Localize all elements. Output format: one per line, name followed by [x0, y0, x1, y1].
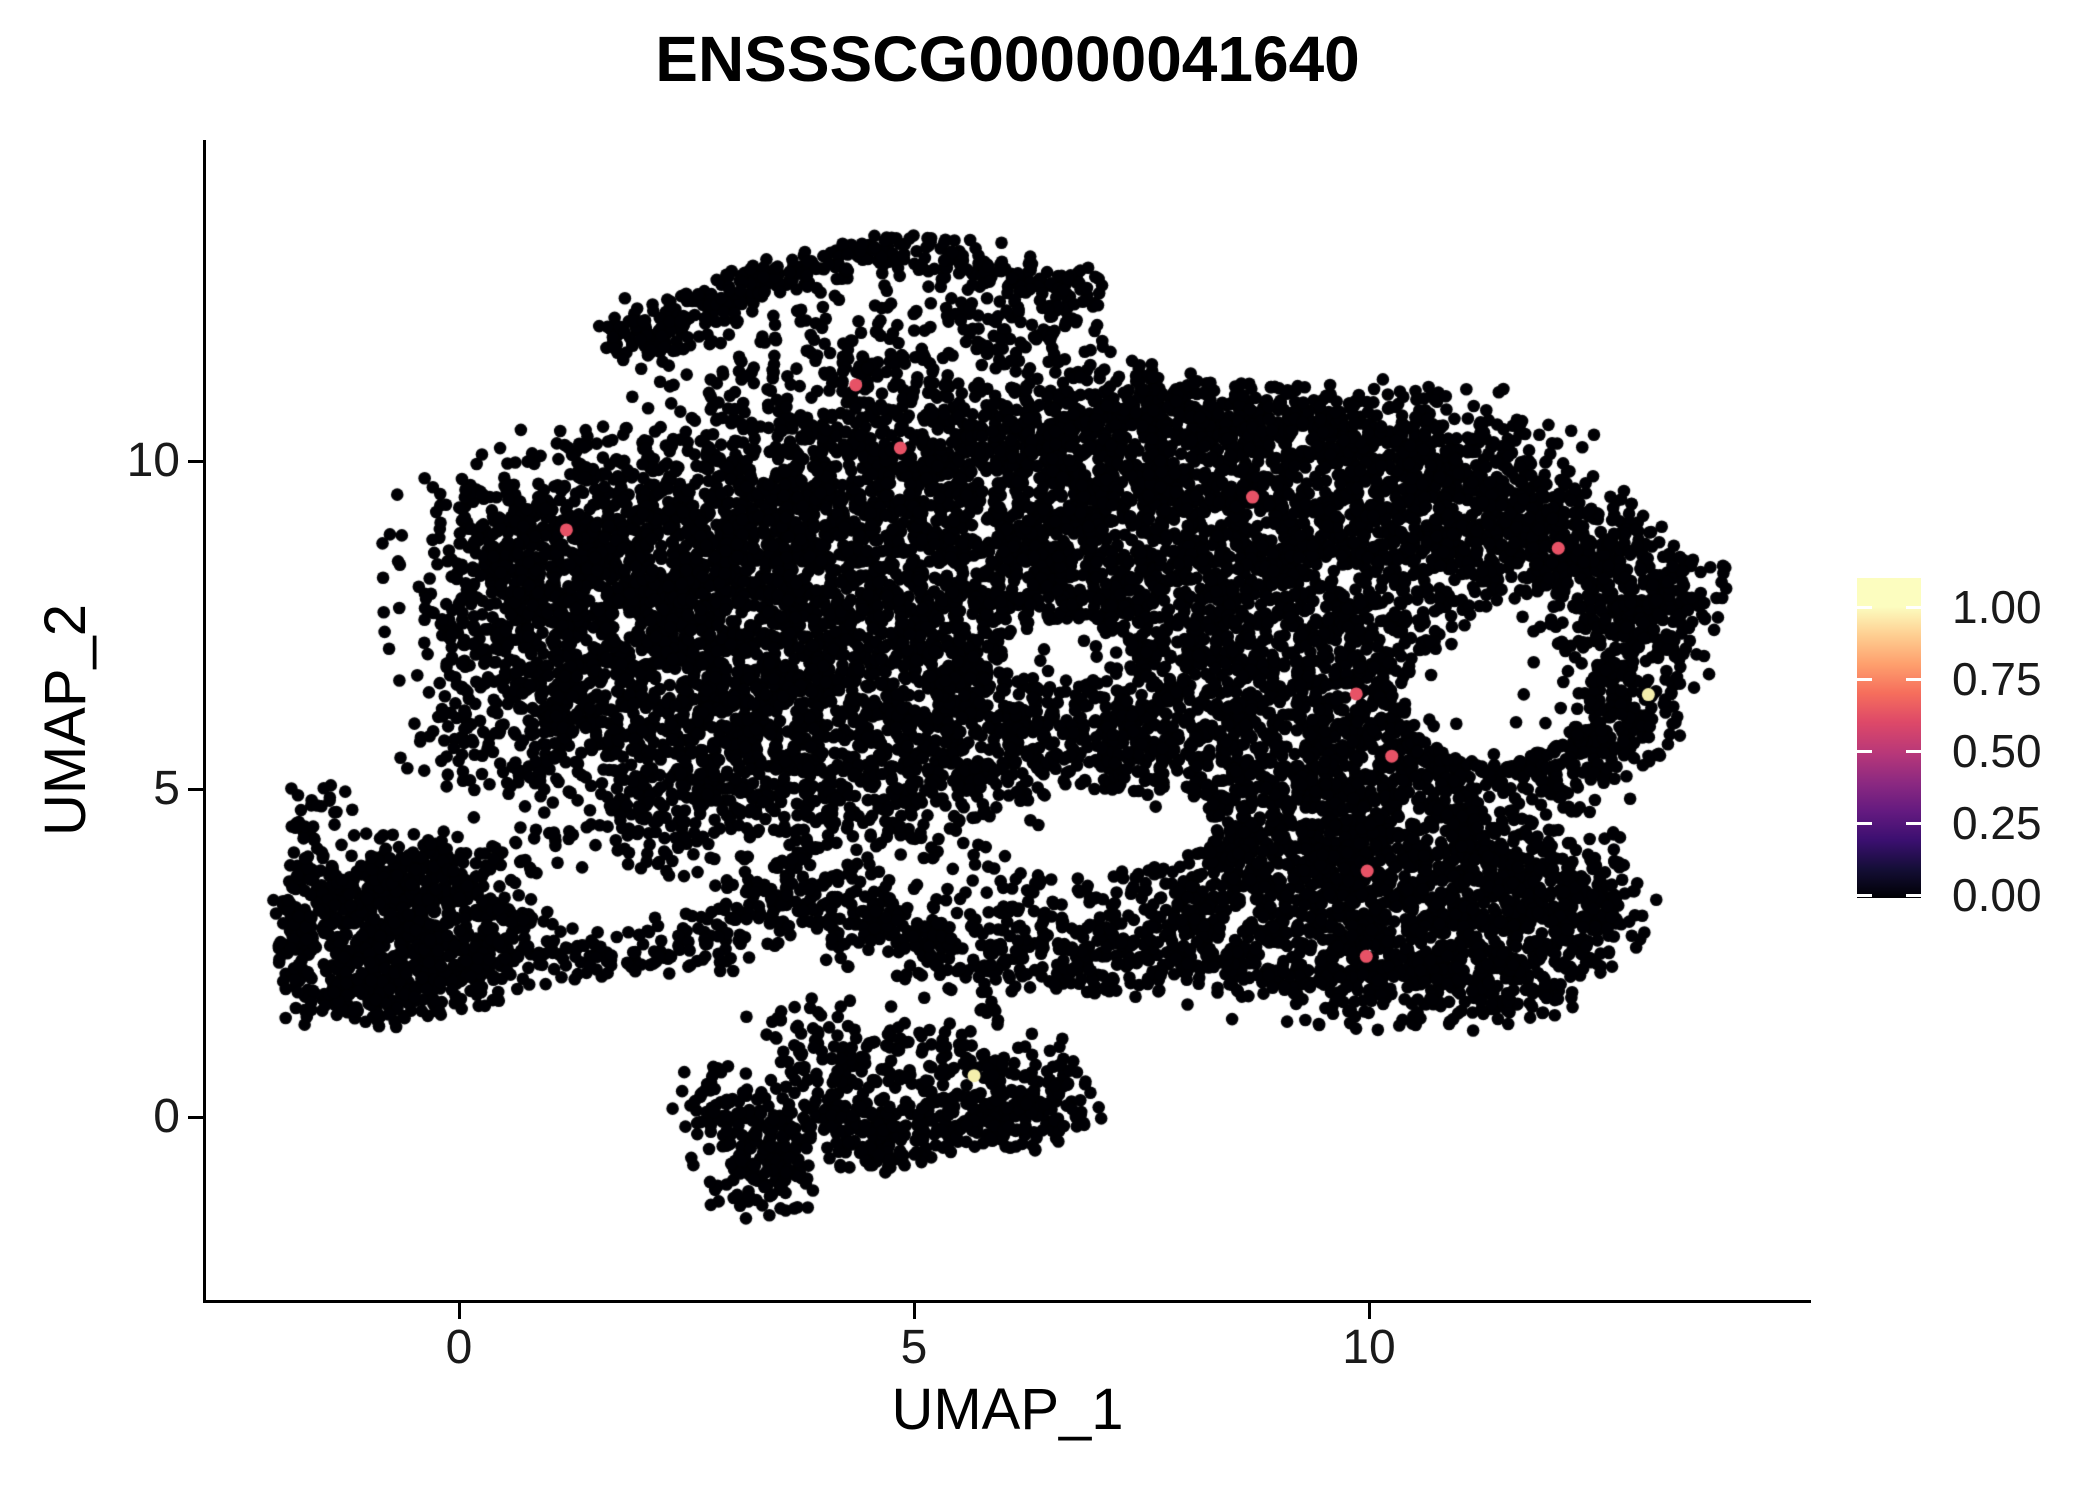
colorbar-tick-label: 0.00	[1952, 869, 2042, 921]
colorbar-tick-mark	[1906, 821, 1921, 825]
colorbar-tick-mark	[1857, 677, 1872, 681]
colorbar-tick-mark	[1857, 749, 1872, 753]
colorbar-tick-mark	[1857, 605, 1872, 609]
y-axis-title: UMAP_2	[33, 603, 98, 837]
x-tick-label: 5	[900, 1321, 928, 1374]
y-tick-mark	[188, 459, 204, 463]
x-tick-label: 0	[445, 1321, 473, 1374]
colorbar-tick-label: 0.75	[1952, 653, 2042, 705]
plot-title: ENSSSCG00000041640	[655, 23, 1360, 95]
colorbar-tick-label: 0.50	[1952, 725, 2042, 777]
colorbar-tick-mark	[1906, 677, 1921, 681]
colorbar-tick-mark	[1906, 749, 1921, 753]
colorbar-tick-mark	[1857, 821, 1872, 825]
x-axis-title: UMAP_1	[891, 1377, 1124, 1442]
colorbar-tick-label: 0.25	[1952, 797, 2042, 849]
x-tick-mark	[912, 1303, 916, 1319]
x-tick-label: 10	[1342, 1321, 1396, 1374]
y-tick-mark	[188, 787, 204, 791]
y-axis-line	[203, 140, 206, 1303]
x-tick-mark	[457, 1303, 461, 1319]
colorbar-tick-label: 1.00	[1952, 581, 2042, 633]
x-tick-mark	[1367, 1303, 1371, 1319]
x-axis-line	[203, 1300, 1811, 1303]
y-tick-label: 10	[126, 434, 180, 487]
y-tick-label: 0	[153, 1090, 180, 1143]
colorbar-tick-mark	[1857, 893, 1872, 897]
y-tick-label: 5	[153, 762, 180, 815]
colorbar-tick-mark	[1906, 605, 1921, 609]
y-tick-mark	[188, 1115, 204, 1119]
colorbar	[1857, 578, 1921, 898]
colorbar-tick-mark	[1906, 893, 1921, 897]
